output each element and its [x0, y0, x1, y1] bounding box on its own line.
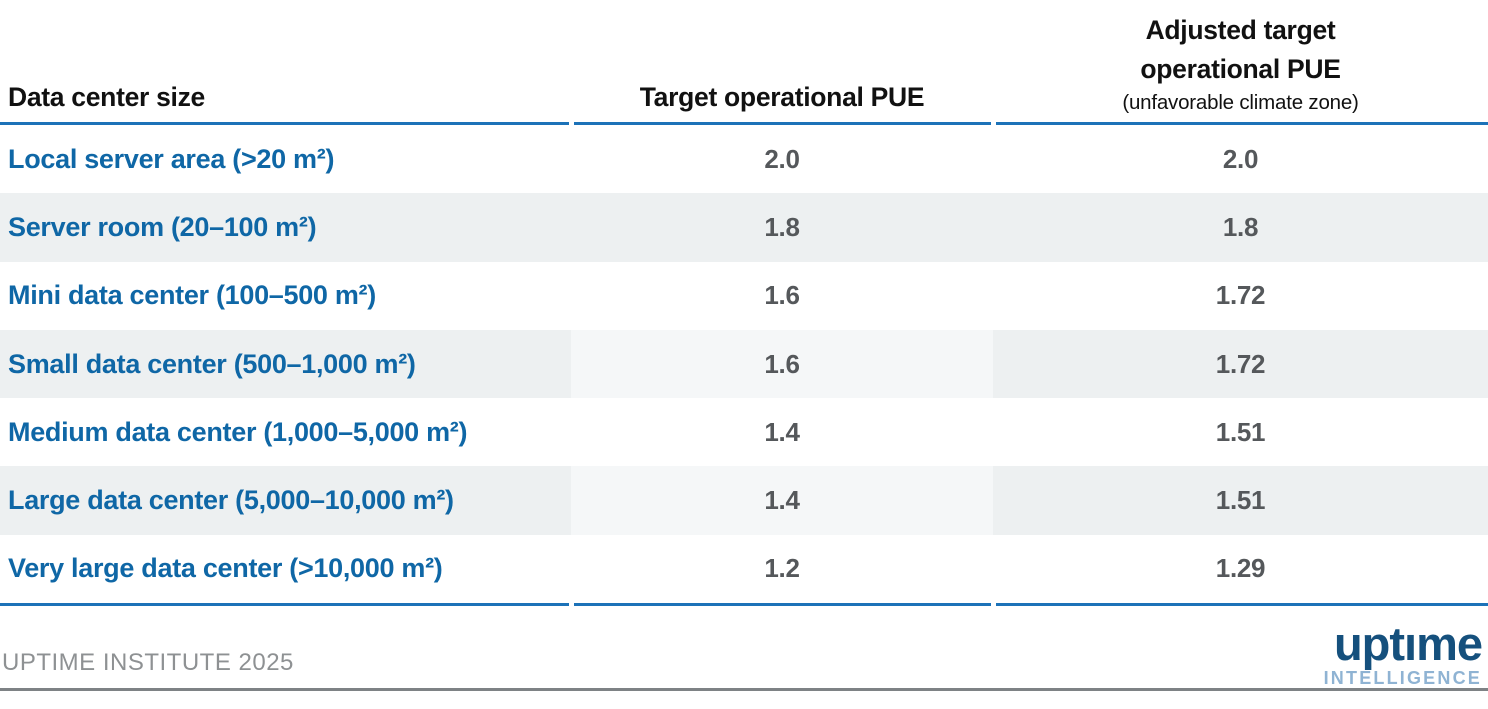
table-body: Local server area (>20 m²) 2.0 2.0 Serve…	[0, 125, 1488, 603]
target-pue-cell: 1.2	[764, 553, 800, 584]
intelligence-wordmark: INTELLIGENCE	[1323, 667, 1482, 688]
target-pue-cell: 1.6	[764, 280, 800, 311]
adjusted-pue-cell: 2.0	[1222, 143, 1259, 174]
column-gap	[569, 603, 574, 606]
adjusted-pue-cell: 1.8	[993, 193, 1488, 262]
table-row: Local server area (>20 m²) 2.0 2.0	[0, 125, 1488, 193]
uptime-intelligence-logo: uptıme INTELLIGENCE	[1323, 617, 1483, 689]
adjusted-pue-cell: 1.72	[993, 329, 1488, 399]
table-row: Mini data center (100–500 m²) 1.6 1.72	[0, 262, 1488, 330]
size-cell: Very large data center (>10,000 m²)	[8, 553, 443, 584]
adjusted-pue-cell: 1.51	[993, 466, 1488, 535]
column-gap	[991, 122, 996, 125]
uptime-wordmark: uptıme	[1333, 617, 1483, 670]
column-header-size: Data center size	[8, 82, 205, 112]
target-pue-cell: 2.0	[764, 143, 800, 174]
column-gap	[569, 122, 574, 125]
table-row: Very large data center (>10,000 m²) 1.2 …	[0, 535, 1488, 603]
adjusted-pue-cell: 1.72	[1215, 280, 1266, 311]
table-row: Small data center (500–1,000 m²) 1.6 1.7…	[0, 329, 1488, 399]
table-header-row: Data center size Target operational PUE …	[0, 0, 1488, 122]
table-bottom-rule	[0, 603, 1488, 606]
header-divider-rule	[0, 122, 1488, 125]
column-header-adjusted-pue-subtitle: (unfavorable climate zone)	[1122, 91, 1359, 114]
table-row: Large data center (5,000–10,000 m²) 1.4 …	[0, 466, 1488, 535]
column-gap	[991, 603, 996, 606]
adjusted-pue-cell: 1.29	[1215, 553, 1266, 584]
size-cell: Small data center (500–1,000 m²)	[0, 329, 571, 399]
size-cell: Large data center (5,000–10,000 m²)	[0, 466, 571, 535]
table-row: Medium data center (1,000–5,000 m²) 1.4 …	[0, 398, 1488, 466]
source-attribution: UPTIME INSTITUTE 2025	[2, 649, 294, 676]
target-pue-cell: 1.4	[764, 416, 800, 447]
target-pue-cell: 1.8	[571, 193, 993, 262]
column-header-target-pue: Target operational PUE	[639, 82, 925, 112]
column-header-adjusted-pue-title: Adjusted target operational PUE	[1140, 15, 1341, 84]
size-cell: Medium data center (1,000–5,000 m²)	[8, 416, 468, 447]
size-cell: Local server area (>20 m²)	[8, 143, 335, 174]
column-header-adjusted-pue: Adjusted target operational PUE (unfavor…	[993, 0, 1488, 122]
adjusted-pue-cell: 1.51	[1215, 416, 1266, 447]
size-cell: Server room (20–100 m²)	[0, 193, 571, 262]
target-pue-cell: 1.4	[571, 466, 993, 535]
table-row: Server room (20–100 m²) 1.8 1.8	[0, 193, 1488, 262]
footer-bottom-rule	[0, 688, 1488, 691]
target-pue-cell: 1.6	[571, 329, 993, 399]
size-cell: Mini data center (100–500 m²)	[8, 280, 376, 311]
